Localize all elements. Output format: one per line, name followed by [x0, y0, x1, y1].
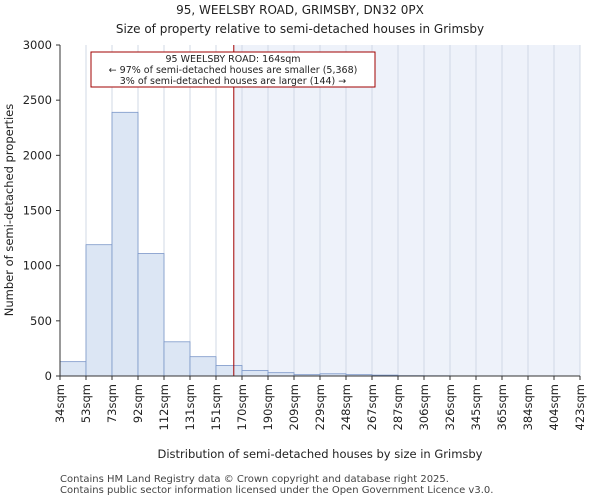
annotation-line-3: 3% of semi-detached houses are larger (1…: [120, 76, 347, 87]
x-tick-label: 326sqm: [443, 384, 457, 430]
x-tick-label: 73sqm: [105, 384, 119, 423]
y-tick-label: 2500: [23, 93, 52, 107]
bar: [215, 365, 243, 377]
y-tick-label: 3000: [23, 38, 52, 52]
highlight-region: [233, 45, 580, 376]
x-tick-labels: 34sqm 53sqm 73sqm 92sqm 112sqm 131sqm 151sqm 17…: [53, 376, 587, 430]
bar: [137, 253, 165, 377]
bar: [241, 370, 269, 377]
y-tick-label: 1500: [23, 204, 52, 218]
bar: [189, 356, 217, 377]
x-tick-label: 151sqm: [209, 384, 223, 430]
bar: [111, 111, 139, 377]
x-tick-label: 384sqm: [521, 384, 535, 430]
y-axis-label: Number of semi-detached properties: [2, 104, 16, 316]
bars: [59, 111, 529, 377]
footer-line-2: Contains public sector information licen…: [60, 485, 494, 496]
annotation-line-1: 95 WEELSBY ROAD: 164sqm: [166, 54, 301, 65]
x-tick-label: 267sqm: [365, 384, 379, 430]
y-tick-labels: 0 500 1000 1500 2000 2500 3000: [23, 38, 60, 383]
x-tick-label: 92sqm: [131, 384, 145, 423]
x-tick-label: 287sqm: [391, 384, 405, 430]
x-tick-label: 345sqm: [469, 384, 483, 430]
x-tick-label: 131sqm: [183, 384, 197, 430]
x-axis-label: Distribution of semi-detached houses by …: [158, 447, 483, 461]
y-tick-label: 2000: [23, 148, 52, 162]
annotation-line-2: ← 97% of semi-detached houses are smalle…: [109, 65, 358, 76]
x-tick-label: 209sqm: [287, 384, 301, 430]
x-tick-label: 404sqm: [547, 384, 561, 430]
y-tick-label: 0: [45, 369, 52, 383]
annotation-box: 95 WEELSBY ROAD: 164sqm ← 97% of semi-de…: [90, 51, 376, 88]
x-tick-label: 112sqm: [157, 384, 171, 430]
x-tick-label: 190sqm: [261, 384, 275, 430]
bar: [59, 361, 87, 377]
x-tick-label: 306sqm: [417, 384, 431, 430]
annotation-frame: [90, 51, 376, 88]
y-tick-label: 500: [30, 314, 52, 328]
x-tick-label: 53sqm: [79, 384, 93, 423]
y-tick-label: 1000: [23, 259, 52, 273]
bar: [163, 341, 191, 377]
x-tick-label: 34sqm: [53, 384, 67, 423]
chart-title: 95, WEELSBY ROAD, GRIMSBY, DN32 0PX: [176, 3, 424, 17]
bar: [85, 244, 113, 377]
x-tick-label: 248sqm: [339, 384, 353, 430]
x-tick-label: 423sqm: [573, 384, 587, 430]
x-tick-label: 229sqm: [313, 384, 327, 430]
x-tick-label: 170sqm: [235, 384, 249, 430]
footer-line-1: Contains HM Land Registry data © Crown c…: [60, 474, 449, 485]
grid-lines: [59, 45, 581, 376]
chart-subtitle: Size of property relative to semi-detach…: [116, 22, 484, 36]
x-tick-label: 365sqm: [495, 384, 509, 430]
